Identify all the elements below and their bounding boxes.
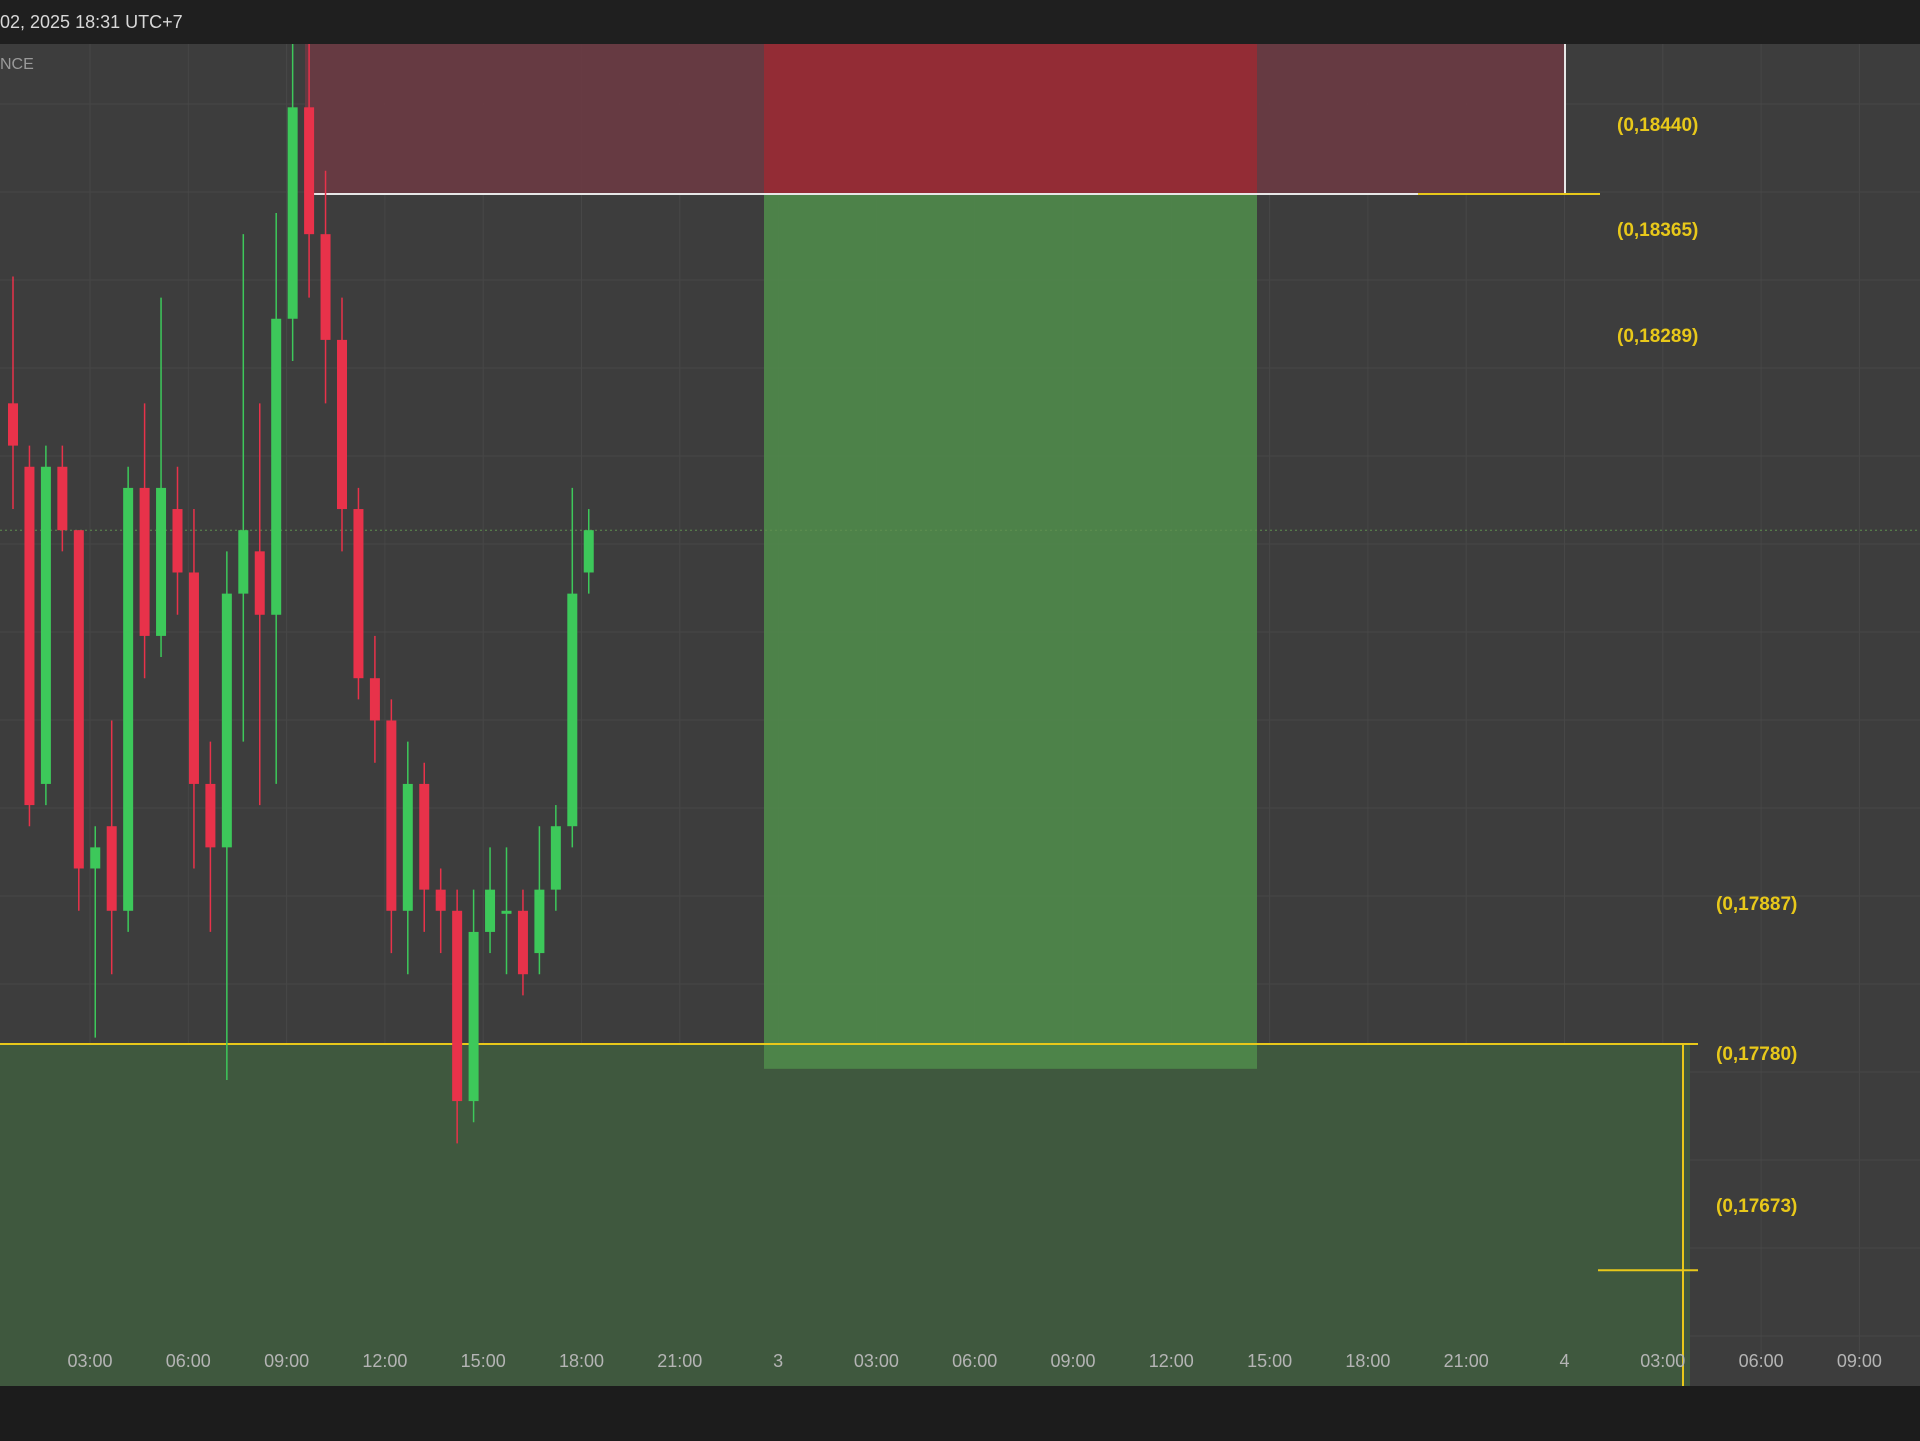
price-labels-layer: (0,18440) (0,18365) (0,18289) (0,17887) (0,1…	[1617, 115, 1797, 1217]
time-tick-label: 18:00	[559, 1351, 604, 1371]
price-level-label: (0,17780)	[1716, 1044, 1797, 1065]
candle-body	[583, 530, 594, 573]
candle-body	[369, 678, 380, 721]
candle-body	[172, 509, 183, 573]
candle-body	[106, 826, 117, 911]
candle-body	[320, 234, 331, 340]
time-tick-label: 12:00	[362, 1351, 407, 1371]
time-tick-label: 09:00	[1837, 1351, 1882, 1371]
candle-body	[567, 593, 578, 827]
candle-body	[139, 487, 150, 636]
top-bar: 02, 2025 18:31 UTC+7	[0, 0, 1920, 44]
candle-body	[534, 889, 545, 954]
take-profit-zone	[764, 194, 1257, 1069]
exchange-label: NCE	[0, 56, 34, 73]
stop-loss-zone	[764, 44, 1257, 195]
candle-body	[123, 487, 134, 911]
candle-body	[271, 318, 282, 615]
candle-body	[57, 466, 68, 531]
candle-body	[156, 487, 167, 636]
candle-body	[304, 107, 315, 235]
time-tick-label: 09:00	[1050, 1351, 1095, 1371]
candle-body	[517, 910, 528, 975]
candle-body	[501, 910, 512, 914]
time-tick-label: 15:00	[461, 1351, 506, 1371]
time-tick-label: 03:00	[67, 1351, 112, 1371]
candle-body	[254, 551, 265, 615]
time-tick-label: 21:00	[1444, 1351, 1489, 1371]
time-tick-label: 03:00	[854, 1351, 899, 1371]
candle-body	[435, 889, 446, 911]
candle-body	[24, 466, 35, 806]
zones-layer	[0, 44, 1920, 1386]
time-tick-label: 12:00	[1149, 1351, 1194, 1371]
candle-body	[188, 572, 199, 784]
candle-body	[353, 509, 364, 679]
price-chart[interactable]: (0,18440) (0,18365) (0,18289) (0,17887) (0,1…	[0, 44, 1920, 1386]
time-tick-label: 03:00	[1640, 1351, 1685, 1371]
time-axis: 03:00 06:00 09:00 12:00 15:00 18:00 21:00 3 03:0…	[67, 1351, 1881, 1371]
time-tick-label: 06:00	[952, 1351, 997, 1371]
candle-body	[402, 783, 413, 911]
price-level-label: (0,18365)	[1617, 220, 1698, 241]
time-tick-label: 09:00	[264, 1351, 309, 1371]
candle-body	[90, 847, 101, 869]
bottom-bar	[0, 1386, 1920, 1441]
candle-body	[419, 783, 430, 890]
time-tick-label: 3	[773, 1351, 783, 1371]
time-tick-label: 06:00	[1739, 1351, 1784, 1371]
candle-body	[40, 466, 51, 784]
time-tick-label: 06:00	[166, 1351, 211, 1371]
time-tick-label: 15:00	[1247, 1351, 1292, 1371]
candle-body	[287, 107, 298, 319]
candle-body	[468, 931, 479, 1102]
candle-body	[8, 403, 18, 446]
candle-body	[238, 530, 249, 594]
price-level-label: (0,17673)	[1716, 1196, 1797, 1217]
candle-body	[205, 783, 216, 848]
chart-timestamp: 02, 2025 18:31 UTC+7	[0, 12, 183, 32]
candle-body	[550, 826, 561, 890]
candle-body	[386, 720, 397, 911]
candles-layer	[8, 44, 594, 1144]
price-level-label: (0,18289)	[1617, 326, 1698, 347]
price-level-label: (0,18440)	[1617, 115, 1698, 136]
demand-zone	[0, 1044, 1690, 1386]
candle-body	[337, 339, 347, 510]
time-tick-label: 4	[1559, 1351, 1569, 1371]
time-tick-label: 18:00	[1345, 1351, 1390, 1371]
candle-body	[452, 910, 463, 1102]
time-tick-label: 21:00	[657, 1351, 702, 1371]
price-level-label: (0,17887)	[1716, 894, 1797, 915]
candle-body	[221, 593, 232, 848]
candle-body	[73, 530, 84, 869]
candle-body	[485, 889, 496, 932]
